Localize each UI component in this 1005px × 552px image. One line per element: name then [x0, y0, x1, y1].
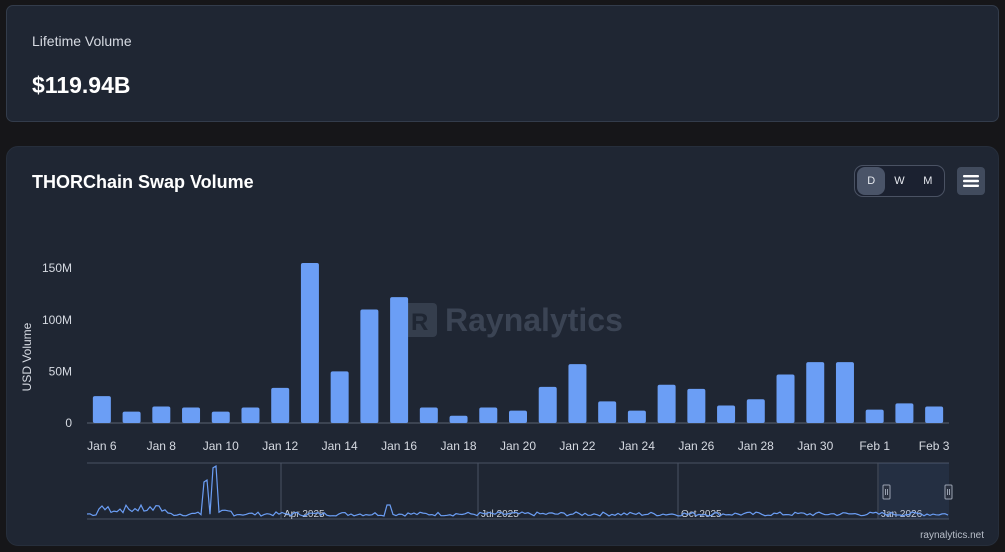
bar[interactable]	[152, 406, 171, 423]
x-tick-label: Jan 14	[322, 439, 358, 453]
bar[interactable]	[419, 407, 438, 423]
bar[interactable]	[122, 411, 141, 423]
x-tick-label: Jan 12	[262, 439, 298, 453]
y-axis-label: USD Volume	[20, 322, 34, 391]
bar[interactable]	[211, 411, 230, 423]
bar[interactable]	[300, 263, 319, 423]
x-tick-label: Jan 22	[559, 439, 595, 453]
bar[interactable]	[598, 401, 617, 423]
bar[interactable]	[241, 407, 260, 423]
y-axis-ticks: 0 50M 100M 150M	[42, 261, 72, 430]
bar[interactable]	[360, 309, 379, 423]
bar[interactable]	[182, 407, 201, 423]
x-tick-label: Jan 28	[738, 439, 774, 453]
bar[interactable]	[687, 388, 706, 423]
bar[interactable]	[509, 410, 527, 423]
chart-title: THORChain Swap Volume	[32, 172, 254, 192]
monthly-range-button[interactable]: M	[923, 175, 933, 187]
lifetime-volume-value: $119.94B	[32, 72, 131, 98]
navigator-right-handle[interactable]	[944, 484, 953, 500]
x-tick-label: Feb 3	[919, 439, 950, 453]
bar[interactable]	[538, 386, 557, 423]
bar[interactable]	[895, 403, 914, 423]
x-tick-label: Jan 30	[797, 439, 833, 453]
bar[interactable]	[479, 407, 498, 423]
navigator-series-line	[86, 464, 949, 517]
navigator[interactable]: Apr 2025 Jul 2025 Oct 2025 Jan 2026	[86, 462, 953, 520]
bar[interactable]	[835, 362, 854, 423]
x-tick-label: Jan 10	[203, 439, 239, 453]
bar[interactable]	[657, 384, 676, 423]
x-tick-label: Jan 8	[147, 439, 177, 453]
watermark-logo-icon	[403, 303, 437, 337]
x-tick-label: Feb 1	[859, 439, 890, 453]
watermark-text: Raynalytics	[445, 302, 623, 338]
daily-range-button[interactable]: D	[857, 167, 886, 195]
x-tick-label: Jan 16	[381, 439, 417, 453]
x-tick-label: Jan 18	[441, 439, 477, 453]
navigator-label: Jul 2025	[481, 509, 519, 520]
bar[interactable]	[717, 405, 736, 423]
bar[interactable]	[806, 362, 825, 423]
bar[interactable]	[330, 371, 349, 423]
bar[interactable]	[627, 410, 646, 423]
credit-link[interactable]: raynalytics.net	[920, 530, 984, 541]
x-tick-label: Jan 6	[87, 439, 117, 453]
swap-volume-chart-card: THORChain Swap Volume D W M R Raynalytic…	[6, 146, 999, 546]
x-tick-label: Jan 26	[678, 439, 714, 453]
hamburger-icon	[963, 175, 979, 187]
bar[interactable]	[92, 396, 111, 423]
chart-menu-button[interactable]	[957, 167, 985, 195]
navigator-label: Jan 2026	[881, 509, 923, 520]
y-tick-label: 0	[65, 416, 72, 430]
svg-text:R: R	[411, 309, 428, 336]
bar[interactable]	[568, 364, 587, 423]
x-axis-ticks: Jan 6 Jan 8 Jan 10 Jan 12 Jan 14 Jan 16 Jan 18…	[87, 439, 950, 453]
x-tick-label: Jan 20	[500, 439, 536, 453]
y-tick-label: 150M	[42, 261, 72, 275]
weekly-range-button[interactable]: W	[894, 175, 905, 187]
chart-canvas: R Raynalytics USD Volume 0 50M 100M 150M Ja…	[20, 261, 953, 520]
bar[interactable]	[776, 374, 795, 423]
y-tick-label: 100M	[42, 313, 72, 327]
bar[interactable]	[746, 399, 765, 423]
bar[interactable]	[449, 415, 468, 423]
bar[interactable]	[865, 409, 884, 423]
navigator-left-handle[interactable]	[882, 484, 891, 500]
navigator-selection[interactable]	[879, 463, 949, 519]
bar[interactable]	[390, 297, 409, 423]
watermark: R Raynalytics	[403, 302, 623, 338]
bars-group	[92, 263, 944, 423]
y-tick-label: 50M	[49, 364, 72, 378]
navigator-label: Apr 2025	[284, 509, 325, 520]
bar[interactable]	[925, 406, 944, 423]
lifetime-volume-card: Lifetime Volume $119.94B	[6, 5, 999, 122]
range-toggle: D W M	[854, 165, 945, 197]
navigator-grid: Apr 2025 Jul 2025 Oct 2025 Jan 2026	[280, 463, 923, 520]
x-tick-label: Jan 24	[619, 439, 655, 453]
lifetime-volume-label: Lifetime Volume	[32, 33, 132, 49]
bar[interactable]	[271, 387, 290, 423]
